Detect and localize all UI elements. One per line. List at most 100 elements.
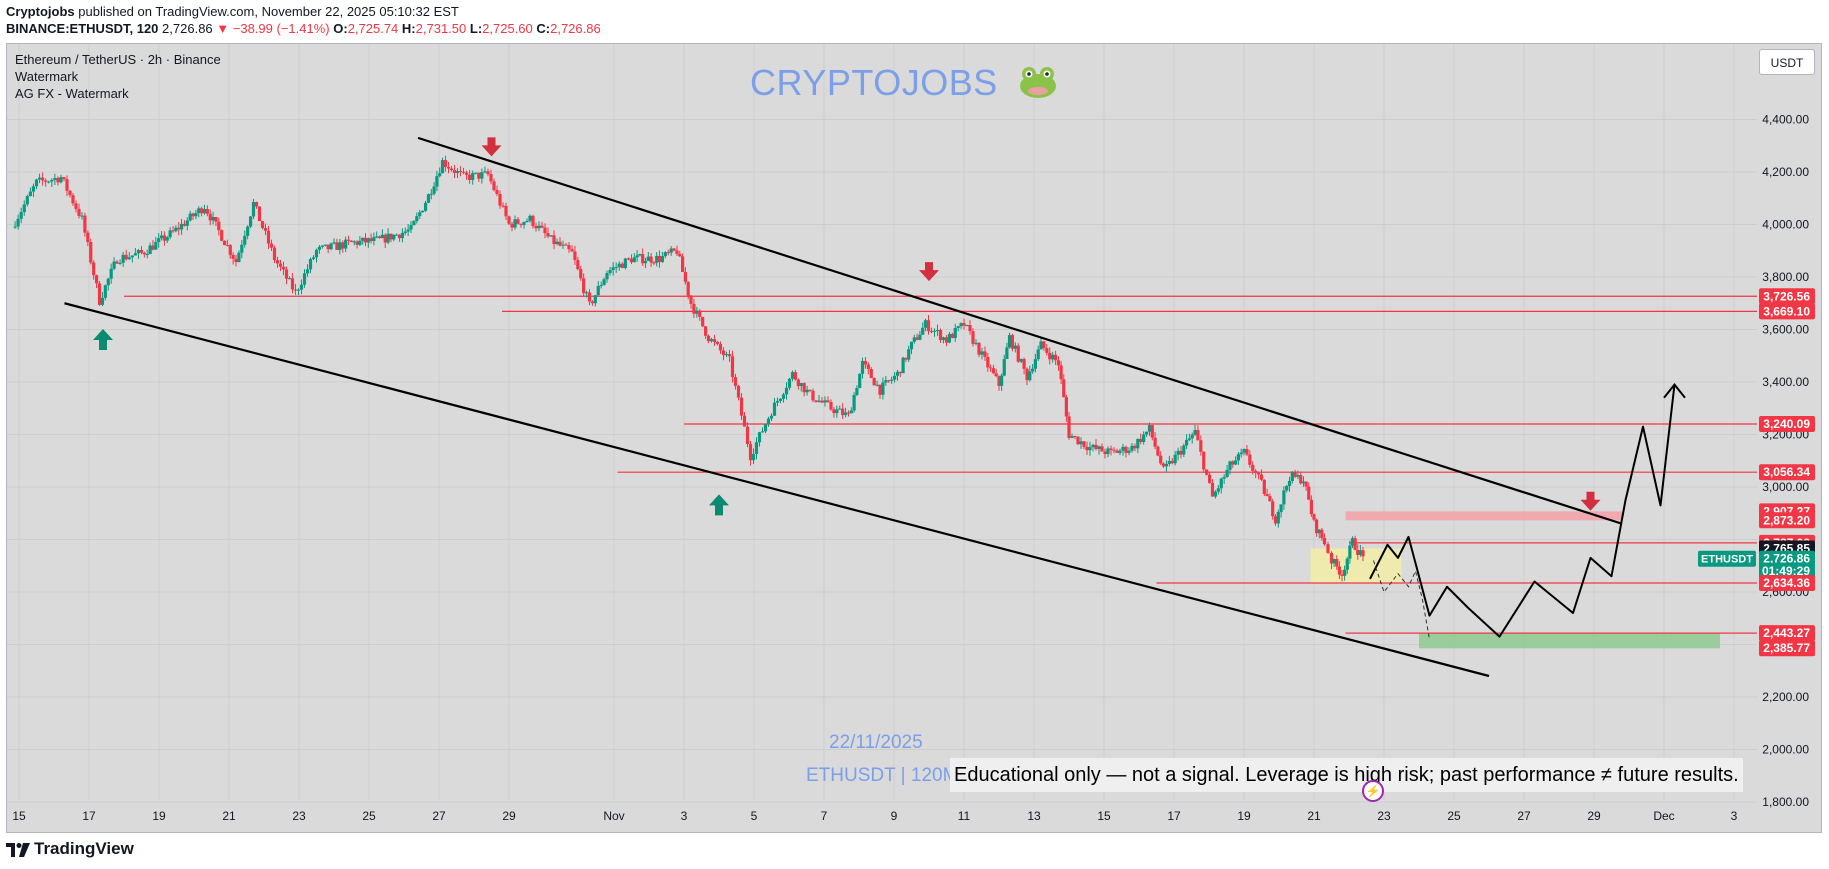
candle-up (332, 242, 336, 244)
candle-up (1091, 444, 1095, 448)
tradingview-logo[interactable]: TradingView (6, 839, 134, 859)
x-tick-label: 3 (1731, 809, 1738, 823)
candle-down (115, 261, 119, 264)
candle-up (53, 177, 57, 180)
candle-down (863, 360, 868, 365)
candle-down (222, 240, 227, 246)
candle-up (37, 177, 42, 180)
candle-up (406, 229, 410, 232)
candle-up (148, 245, 152, 255)
candle-down (573, 251, 577, 261)
candle-down (266, 230, 271, 244)
candle-down (142, 252, 146, 255)
candle-up (432, 186, 436, 194)
candle-up (855, 388, 859, 395)
candle-up (790, 372, 795, 379)
candle-up (31, 186, 36, 192)
candle-down (68, 190, 72, 196)
candle-down (86, 232, 90, 242)
candle-down (468, 174, 472, 180)
candle-down (872, 378, 876, 386)
candle-up (1225, 469, 1229, 477)
indicator-ag-fx-watermark[interactable]: AG FX - Watermark (15, 86, 129, 101)
candle-down (649, 256, 653, 263)
candle-down (464, 172, 469, 175)
candle-down (65, 179, 69, 191)
candle-down (1062, 379, 1066, 398)
candle-down (363, 237, 368, 243)
indicator-watermark[interactable]: Watermark (15, 69, 79, 84)
candle-up (1234, 460, 1238, 465)
candle-up (860, 360, 865, 374)
candle-down (1139, 438, 1143, 442)
candle-up (1070, 436, 1074, 438)
candle-down (814, 400, 818, 402)
candle-up (455, 170, 460, 173)
candle-down (269, 243, 274, 248)
candle-down (1329, 552, 1334, 564)
candle-up (145, 254, 149, 256)
candle-down (1361, 550, 1365, 557)
candle-up (157, 238, 161, 242)
candle-up (635, 255, 639, 258)
candle-down (383, 234, 387, 243)
currency-button[interactable]: USDT (1759, 49, 1815, 75)
candle-up (1287, 481, 1292, 486)
dashed-scenario-path (1373, 560, 1430, 640)
y-tick-label: 2,000.00 (1762, 743, 1809, 757)
candle-down (205, 209, 209, 214)
candle-down (1161, 463, 1166, 467)
y-tick-label: 4,000.00 (1762, 218, 1809, 232)
candle-up (555, 241, 559, 245)
candle-up (392, 234, 396, 240)
candle-up (632, 257, 636, 263)
candle-down (1115, 450, 1119, 453)
tradingview-logo-text: TradingView (34, 839, 134, 858)
publisher-name[interactable]: Cryptojobs (6, 4, 75, 19)
candle-up (549, 235, 553, 237)
candle-up (781, 394, 786, 399)
price-label-level-bg (1759, 574, 1815, 591)
candle-up (403, 231, 407, 233)
candle-down (721, 350, 726, 356)
candle-down (446, 167, 451, 169)
candle-down (1299, 475, 1303, 484)
candle-up (875, 384, 879, 386)
candle-up (185, 220, 189, 226)
candle-down (492, 181, 496, 191)
candle-up (513, 219, 517, 228)
candle-up (237, 252, 241, 263)
candle-up (133, 253, 137, 256)
candle-down (389, 233, 393, 240)
low-label: L: (469, 21, 483, 36)
lightning-icon[interactable]: ⚡ (1362, 780, 1384, 802)
candle-down (162, 235, 167, 241)
candle-up (400, 232, 405, 239)
price-label-level-bg (1759, 415, 1815, 432)
candle-up (34, 179, 39, 187)
candle-down (1103, 451, 1107, 455)
candle-down (576, 260, 580, 270)
candle-down (1076, 436, 1080, 445)
candle-up (1039, 341, 1043, 350)
close-label: C: (536, 21, 551, 36)
candle-down (944, 337, 949, 343)
candle-up (1007, 335, 1012, 348)
candle-down (77, 208, 81, 216)
candle-up (1219, 478, 1223, 489)
symbol-title[interactable]: Ethereum / TetherUS · 2h · Binance (15, 52, 221, 67)
candle-up (1236, 454, 1240, 461)
candle-down (349, 240, 354, 242)
candle-down (686, 281, 690, 296)
candle-up (935, 330, 940, 332)
candle-down (272, 247, 277, 261)
candle-up (537, 225, 541, 229)
candle-down (986, 356, 990, 368)
candle-down (92, 262, 96, 276)
candle-down (89, 241, 93, 263)
chart-pane[interactable] (6, 43, 1822, 833)
candle-down (1245, 449, 1249, 455)
candle-up (358, 240, 362, 245)
candle-down (1307, 486, 1311, 500)
